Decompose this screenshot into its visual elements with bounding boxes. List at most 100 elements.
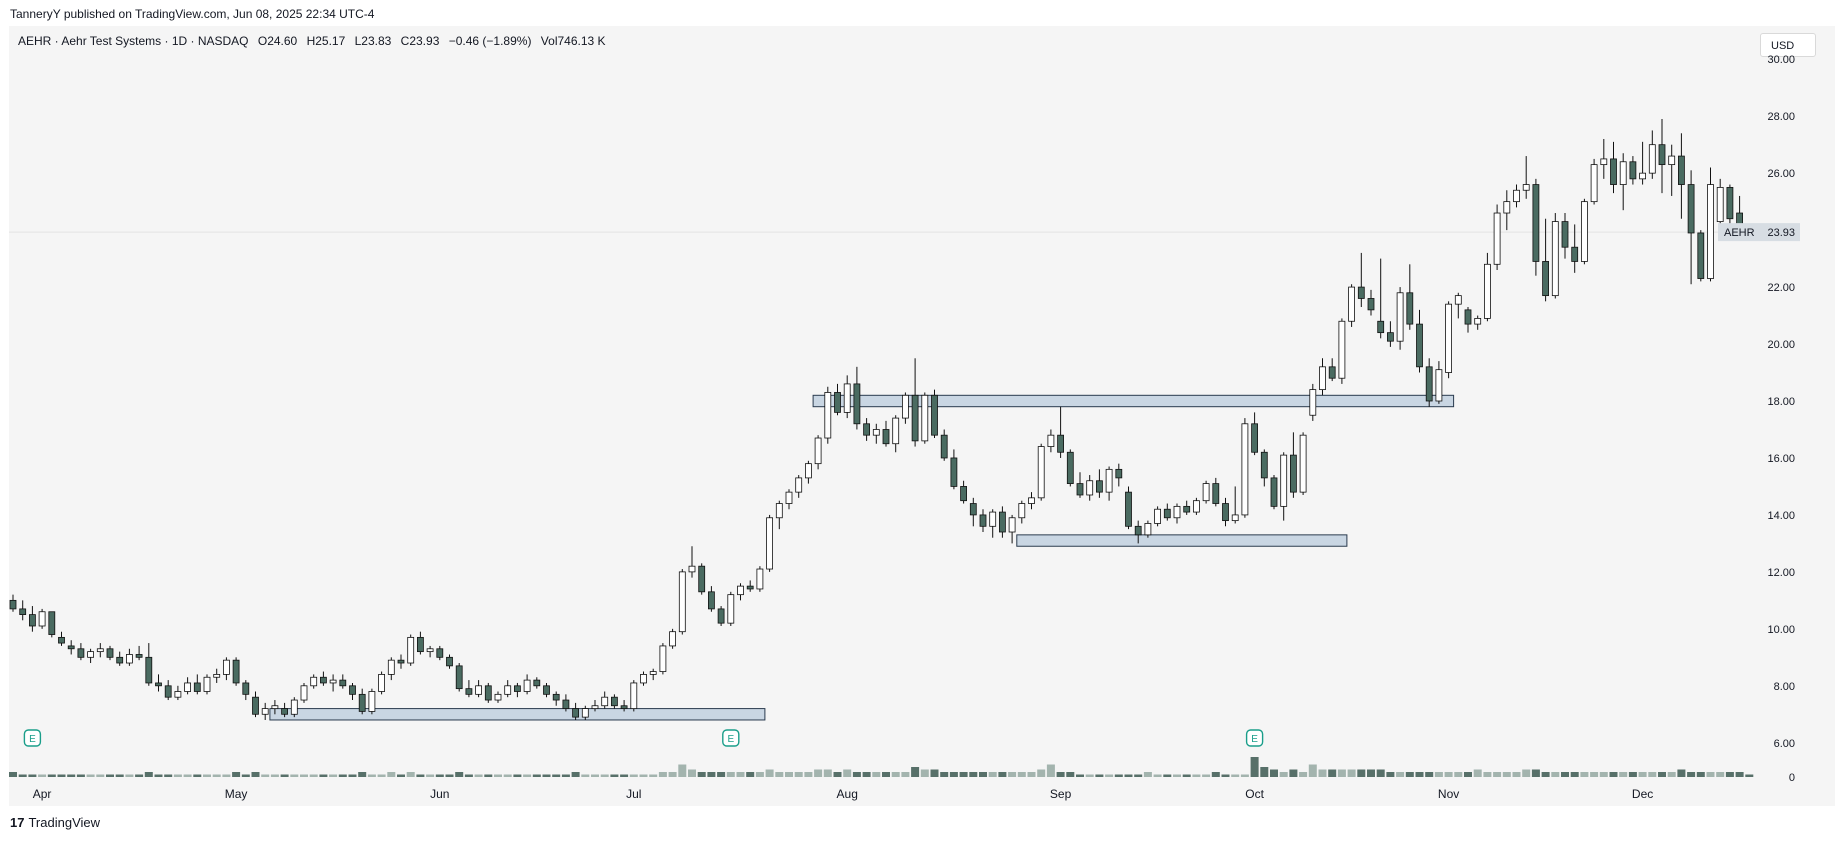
candle-body: [358, 693, 366, 712]
x-tick-label: Jun: [430, 787, 449, 801]
volume-bar: [1134, 774, 1143, 777]
volume-bar: [1221, 774, 1230, 777]
volume-bar: [1260, 767, 1269, 777]
volume-bar: [1153, 774, 1162, 777]
candle-body: [300, 685, 308, 701]
volume-bar: [920, 769, 929, 777]
legend-volume: Vol746.13 K: [540, 34, 606, 48]
volume-bar: [1706, 772, 1715, 777]
candle-body: [1493, 212, 1501, 265]
volume-bar: [1434, 772, 1443, 777]
volume-bar: [1337, 769, 1346, 777]
volume-bar: [1367, 769, 1375, 777]
candle-body: [349, 685, 356, 695]
volume-bar: [1551, 772, 1560, 777]
volume-bar: [901, 772, 910, 777]
candle-body: [261, 708, 269, 715]
earnings-marker-2[interactable]: [1245, 729, 1264, 747]
candle-body: [1076, 483, 1084, 496]
candle-body: [1571, 246, 1579, 262]
volume-bar: [629, 774, 638, 777]
candle-body: [96, 648, 104, 653]
candle-body: [193, 682, 201, 692]
candle-body: [843, 383, 851, 413]
earnings-marker-1[interactable]: [722, 729, 740, 747]
legend-symbol[interactable]: AEHR · Aehr Test Systems · 1D · NASDAQ: [18, 34, 249, 48]
candle-body: [1668, 155, 1676, 166]
zone-rect-2[interactable]: [1016, 534, 1348, 547]
candle-body: [1057, 434, 1064, 453]
volume-bar: [639, 774, 648, 777]
volume-bar: [290, 774, 299, 777]
volume-bar: [67, 774, 76, 777]
candle-body: [1658, 144, 1666, 166]
candle-body: [1687, 184, 1695, 234]
candle-body: [446, 656, 453, 667]
volume-bar: [581, 774, 590, 777]
volume-bar: [1231, 774, 1240, 777]
volume-bar: [1502, 772, 1511, 777]
tradingview-logo[interactable]: 17 TradingView: [10, 815, 100, 830]
volume-bar: [969, 772, 978, 777]
volume-bar: [1735, 772, 1744, 777]
volume-bar: [38, 774, 47, 777]
volume-bar: [1066, 772, 1075, 777]
volume-bar: [1202, 774, 1211, 777]
candle-body: [872, 429, 880, 436]
candle-body: [1464, 309, 1472, 325]
volume-bar: [397, 774, 405, 777]
volume-bar: [1725, 772, 1734, 777]
volume-bar: [1648, 772, 1657, 777]
candle-body: [591, 705, 599, 709]
candle-body: [436, 648, 444, 658]
volume-bar: [1173, 774, 1181, 777]
candle-body: [824, 392, 832, 439]
candle-body: [232, 659, 240, 684]
candle-body: [1154, 508, 1161, 524]
volume-bar: [338, 774, 347, 777]
candle-body: [1454, 295, 1462, 305]
earnings-marker-0[interactable]: [23, 729, 42, 747]
volume-bar: [1609, 772, 1618, 777]
candle-body: [1290, 454, 1297, 493]
volume-bar: [47, 774, 56, 777]
x-tick-label: Dec: [1632, 787, 1653, 801]
candle-body: [126, 654, 133, 664]
candle-body: [1105, 468, 1113, 493]
candle-body: [387, 659, 395, 675]
x-tick-label: May: [225, 787, 248, 801]
zone-rect-1[interactable]: [812, 394, 1455, 408]
x-tick-label: Aug: [837, 787, 858, 801]
candle-body: [1328, 366, 1336, 379]
candle-body: [814, 437, 822, 465]
candle-body: [659, 645, 667, 672]
legend-open: O24.60: [257, 34, 298, 48]
candle-body: [785, 491, 793, 504]
volume-bar: [1163, 774, 1172, 777]
volume-bar: [1046, 764, 1055, 777]
volume-bar: [1658, 772, 1666, 777]
y-tick-label: 8.00: [1774, 681, 1795, 693]
volume-bar: [678, 764, 687, 777]
currency-button[interactable]: USD: [1760, 33, 1816, 57]
candle-body: [77, 648, 85, 658]
candle-body: [1241, 423, 1249, 516]
candle-body: [533, 679, 541, 687]
volume-bar: [1076, 774, 1084, 777]
volume-bar: [911, 767, 920, 777]
x-tick-label: Jul: [626, 787, 641, 801]
volume-bar: [1667, 772, 1676, 777]
candle-body: [1561, 221, 1569, 248]
candle-body: [1086, 480, 1094, 496]
y-tick-label: 20.00: [1767, 339, 1795, 351]
volume-bar: [377, 774, 386, 777]
volume-bar: [416, 774, 425, 777]
volume-bar: [726, 772, 735, 777]
volume-bar: [1250, 757, 1259, 777]
volume-bar: [9, 772, 17, 777]
candle-body: [1125, 491, 1132, 527]
candle-body: [222, 659, 230, 675]
zone-rect-0[interactable]: [269, 708, 766, 721]
candle-body: [271, 705, 279, 709]
